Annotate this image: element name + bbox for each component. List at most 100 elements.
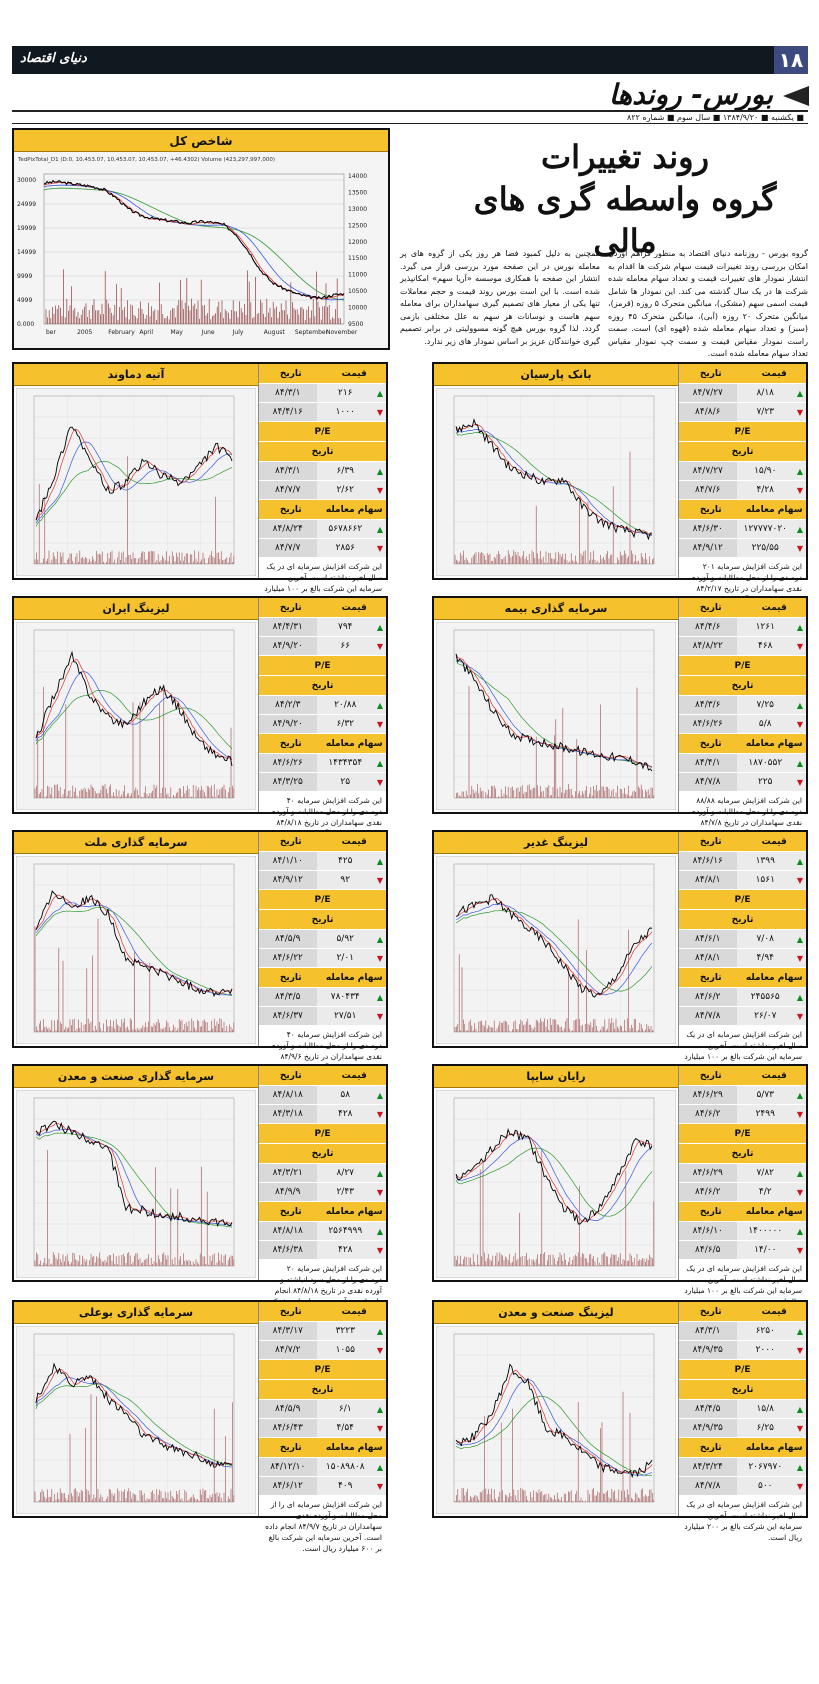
- table-header: تاریخ: [679, 442, 806, 462]
- table-row: ▼ ۴/۵۴ ۸۴/۶/۴۳: [259, 1419, 386, 1438]
- stock-table: قیمت تاریخ ▲ ۵/۷۳ ۸۴/۶/۲۹ ▼ ۲۴۹۹ ۸۴/۶/۲ P…: [678, 1066, 806, 1306]
- value-cell: ۵/۸: [736, 715, 794, 733]
- volume-label: سهام معامله شده: [745, 973, 803, 1003]
- right-tick-label: 12000: [348, 239, 367, 246]
- plot-frame: [453, 395, 655, 565]
- triangle-down-icon: ▼: [794, 871, 806, 889]
- table-header: P/E: [679, 656, 806, 676]
- volume-label: سهام معامله شده: [325, 973, 383, 1003]
- value-cell: ۲۸۵۶: [316, 539, 374, 557]
- table-row: ▲ ۴۲۵ ۸۴/۱/۱۰: [259, 852, 386, 871]
- date-cell: ۸۴/۹/۱۲: [259, 871, 317, 889]
- value-cell: ۷/۸۲: [736, 1164, 794, 1182]
- table-row: ▲ ۱۲۶۱ ۸۴/۴/۶: [679, 618, 806, 637]
- table-row: ▲ ۸/۲۷ ۸۴/۳/۲۱: [259, 1164, 386, 1183]
- table-header: P/E: [679, 1124, 806, 1144]
- table-header: سهام معامله شده تاریخ: [679, 734, 806, 769]
- chart-background: [436, 856, 676, 1044]
- triangle-up-icon: ▲: [794, 384, 806, 402]
- volume-label: سهام معامله شده: [325, 739, 383, 769]
- date-label: تاریخ: [279, 369, 302, 379]
- value-cell: ۵/۷۳: [736, 1086, 794, 1104]
- date-cell: ۸۴/۶/۲: [679, 1105, 737, 1123]
- date-label: تاریخ: [699, 739, 722, 749]
- moving-average-line: [35, 659, 233, 761]
- date-cell: ۸۴/۳/۵: [259, 988, 317, 1006]
- date-cell: ۸۴/۶/۲۲: [259, 949, 317, 967]
- plot-frame: [33, 629, 235, 799]
- value-cell: ۴۲۸: [316, 1241, 374, 1259]
- stock-chart: [16, 1090, 256, 1278]
- triangle-down-icon: ▼: [374, 715, 386, 733]
- triangle-up-icon: ▲: [374, 930, 386, 948]
- date-label: تاریخ: [279, 973, 302, 983]
- index-left-axis: 30000 24999 19999 14999 9999 4999 0.000: [17, 177, 36, 328]
- index-legend: TedPixTotal_D1 (D:0, 10,453.07, 10,453.0…: [17, 157, 275, 163]
- date-cell: ۸۴/۶/۱۶: [679, 852, 737, 870]
- left-tick-label: 24999: [17, 201, 36, 208]
- left-tick-label: 9999: [17, 273, 32, 280]
- value-cell: ۲۰۶۷۹۷۰: [736, 1458, 794, 1476]
- table-row: ▼ ۲۷/۵۱ ۸۴/۶/۳۷: [259, 1007, 386, 1026]
- price-line: [35, 1362, 233, 1468]
- stock-chart: [436, 388, 676, 576]
- table-header: قیمت تاریخ: [259, 598, 386, 618]
- table-header: P/E: [259, 1360, 386, 1380]
- chart-background: [436, 1326, 676, 1514]
- price-label: قیمت: [761, 603, 787, 613]
- stock-panel: رایان سایپا قیمت تاریخ ▲ ۵/۷۳ ۸۴/۶/۲۹ ▼ ۲…: [432, 1064, 808, 1306]
- stock-title: بانک پارسیان: [434, 364, 678, 386]
- date-label: تاریخ: [311, 915, 334, 925]
- total-index-title: شاخص کل: [14, 130, 388, 152]
- total-index-panel: شاخص کل TedPixTotal_D1 (D:0, 10,453.07, …: [12, 128, 390, 350]
- value-cell: ۲/۴۳: [316, 1183, 374, 1201]
- date-cell: ۸۴/۵/۹: [259, 930, 317, 948]
- moving-average-line: [455, 910, 653, 992]
- table-header: تاریخ: [679, 676, 806, 696]
- table-row: ▲ ۷/۰۸ ۸۴/۶/۱: [679, 930, 806, 949]
- table-row: ▼ ۲۰۰۰ ۸۴/۹/۳۵: [679, 1341, 806, 1360]
- total-index-chart: TedPixTotal_D1 (D:0, 10,453.07, 10,453.0…: [14, 152, 388, 348]
- value-cell: ۴/۹۴: [736, 949, 794, 967]
- date-cell: ۸۴/۴/۶: [679, 618, 737, 636]
- value-cell: ۷/۲۵: [736, 696, 794, 714]
- table-row: ▲ ۱۳۹۹ ۸۴/۶/۱۶: [679, 852, 806, 871]
- value-cell: ۱۵۰۸۹۸۰۸: [316, 1458, 374, 1476]
- pe-label: P/E: [314, 895, 331, 905]
- value-cell: ۲۷/۵۱: [316, 1007, 374, 1025]
- table-row: ▲ ۵/۹۲ ۸۴/۵/۹: [259, 930, 386, 949]
- stock-table: قیمت تاریخ ▲ ۸/۱۸ ۸۴/۷/۲۷ ▼ ۷/۲۳ ۸۴/۸/۶ P…: [678, 364, 806, 626]
- stock-table: قیمت تاریخ ▲ ۱۳۹۹ ۸۴/۶/۱۶ ▼ ۱۵۶۱ ۸۴/۸/۱ P…: [678, 832, 806, 1072]
- volume-label: سهام معامله شده: [325, 1207, 383, 1237]
- price-line: [455, 653, 653, 772]
- right-tick-label: 10500: [348, 288, 367, 295]
- triangle-down-icon: ▼: [794, 1105, 806, 1123]
- date-cell: ۸۴/۷/۸: [679, 773, 737, 791]
- table-header: قیمت تاریخ: [679, 364, 806, 384]
- triangle-down-icon: ▼: [374, 949, 386, 967]
- table-header: سهام معامله شده تاریخ: [259, 500, 386, 535]
- date-cell: ۸۴/۶/۱: [679, 930, 737, 948]
- triangle-down-icon: ▼: [374, 481, 386, 499]
- value-cell: ۶۶: [316, 637, 374, 655]
- table-header: تاریخ: [679, 1144, 806, 1164]
- date-cell: ۸۴/۳/۲۱: [259, 1164, 317, 1182]
- moving-average-line: [35, 428, 233, 521]
- chart-background: [16, 856, 256, 1044]
- date-cell: ۸۴/۴/۱: [679, 754, 737, 772]
- triangle-down-icon: ▼: [374, 1241, 386, 1259]
- plot-frame: [33, 1097, 235, 1267]
- left-tick-label: 14999: [17, 249, 36, 256]
- table-row: ▼ ۴۶۸ ۸۴/۸/۲۲: [679, 637, 806, 656]
- stock-table: قیمت تاریخ ▲ ۷۹۴ ۸۴/۴/۳۱ ▼ ۶۶ ۸۴/۹/۲۰ P/E…: [258, 598, 386, 849]
- table-header: سهام معامله شده تاریخ: [679, 968, 806, 1003]
- date-label: تاریخ: [311, 1149, 334, 1159]
- triangle-up-icon: ▲: [374, 1222, 386, 1240]
- moving-average-line: [455, 1137, 653, 1221]
- price-line: [455, 1363, 653, 1479]
- table-header: قیمت تاریخ: [259, 1302, 386, 1322]
- value-cell: ۲۶/۰۷: [736, 1007, 794, 1025]
- volume-label: سهام معامله شده: [745, 739, 803, 769]
- plot-frame: [33, 395, 235, 565]
- table-header: تاریخ: [259, 1380, 386, 1400]
